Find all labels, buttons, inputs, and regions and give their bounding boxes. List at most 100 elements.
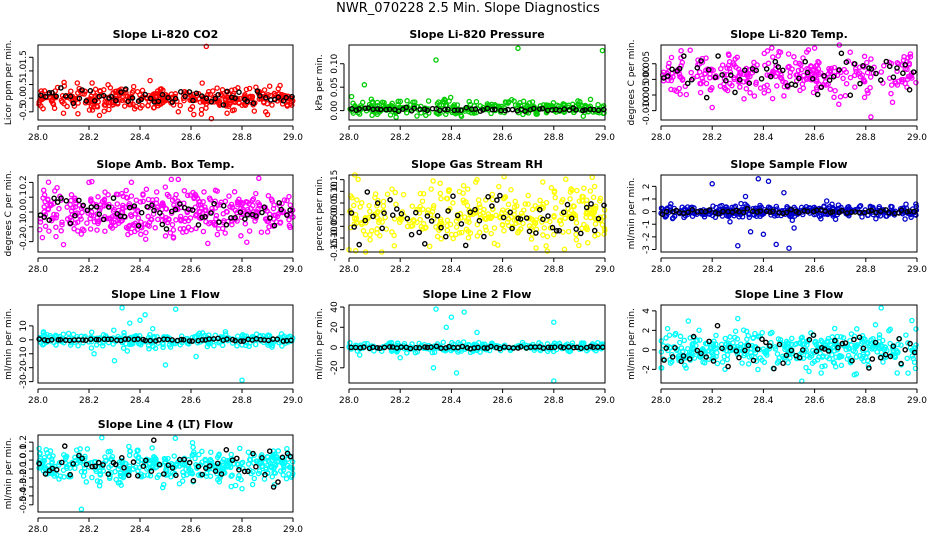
data-point: [464, 186, 471, 192]
overlay-point: [424, 107, 431, 114]
data-point: [812, 338, 819, 345]
overlay-point: [783, 352, 790, 359]
data-point: [488, 340, 495, 347]
data-point: [281, 460, 288, 466]
data-point: [865, 362, 872, 369]
x-tick-label: 28.2: [79, 396, 99, 406]
data-point: [391, 232, 397, 239]
data-point: [575, 101, 581, 107]
overlay-point: [595, 215, 602, 222]
overlay-point: [63, 197, 70, 204]
data-point: [516, 228, 522, 234]
data-point: [752, 347, 758, 353]
overlay-point: [883, 207, 889, 213]
data-point: [215, 225, 222, 232]
data-point: [811, 211, 817, 218]
data-point: [165, 455, 171, 462]
data-point: [211, 342, 217, 349]
data-point: [529, 216, 535, 222]
data-point: [190, 189, 196, 196]
overlay-point: [67, 93, 74, 100]
overlay-point: [215, 335, 221, 342]
overlay-point: [181, 456, 187, 463]
overlay-point: [70, 100, 77, 107]
data-point: [696, 69, 703, 75]
x-tick-label: 28.0: [339, 133, 359, 143]
overlay-point: [757, 208, 764, 214]
overlay-point: [106, 204, 112, 210]
data-point: [37, 219, 44, 225]
data-point: [210, 219, 217, 226]
y-tick-label: -0.005: [642, 80, 652, 109]
data-point: [437, 190, 444, 197]
data-point: [44, 450, 50, 456]
outlier-point: [111, 357, 118, 364]
data-point: [588, 207, 594, 213]
overlay-point: [250, 100, 257, 106]
overlay-point: [780, 360, 786, 367]
overlay-point: [266, 448, 273, 455]
overlay-point: [710, 358, 717, 364]
x-tick-label: 28.6: [181, 525, 201, 535]
overlay-point: [76, 95, 83, 102]
y-tick-label: 0.2: [19, 175, 29, 189]
overlay-point: [389, 212, 396, 218]
overlay-point: [515, 345, 521, 351]
y-tick-label: -0.2: [19, 233, 29, 251]
overlay-point: [865, 208, 872, 215]
overlay-point: [481, 345, 488, 351]
data-point: [593, 216, 599, 223]
data-point: [36, 445, 42, 452]
data-point: [803, 76, 810, 83]
overlay-point: [792, 82, 799, 88]
overlay-point: [507, 209, 514, 216]
data-point: [803, 49, 810, 55]
data-point: [791, 54, 797, 60]
data-point: [772, 344, 778, 350]
data-point: [825, 335, 832, 342]
overlay-point: [476, 217, 483, 224]
overlay-point: [159, 221, 166, 228]
data-point: [710, 203, 716, 209]
data-point: [695, 57, 701, 63]
data-point: [769, 45, 775, 51]
x-tick-label: 28.2: [702, 265, 722, 275]
x-tick-label: 28.4: [130, 525, 150, 535]
data-point: [118, 482, 124, 488]
overlay-point: [206, 463, 213, 469]
data-point: [737, 71, 744, 77]
overlay-point: [742, 67, 748, 73]
data-point: [387, 112, 394, 118]
data-point: [699, 75, 705, 82]
overlay-point: [218, 471, 225, 477]
data-point: [123, 93, 129, 99]
data-point: [68, 197, 74, 204]
data-point: [53, 212, 60, 218]
overlay-point: [560, 209, 567, 216]
plot-frame: [660, 44, 918, 121]
data-point: [747, 90, 753, 96]
data-point: [121, 103, 128, 109]
data-point: [842, 92, 849, 99]
overlay-point: [856, 334, 863, 341]
overlay-points: [661, 50, 917, 101]
overlay-point: [131, 203, 138, 209]
y-tick-label: -30: [19, 374, 29, 389]
data-point: [127, 448, 133, 454]
overlay-point: [91, 98, 98, 104]
data-point: [678, 47, 684, 54]
data-point: [286, 217, 292, 223]
overlay-point: [195, 463, 202, 470]
overlay-point: [565, 344, 572, 350]
overlay-point: [365, 105, 372, 111]
data-point: [742, 201, 748, 207]
data-point: [138, 457, 144, 463]
data-point: [414, 113, 420, 119]
data-point: [369, 112, 375, 119]
data-point: [249, 94, 256, 100]
overlay-point: [746, 80, 753, 86]
data-point: [780, 78, 786, 85]
overlay-point: [270, 484, 277, 490]
data-point: [662, 214, 669, 220]
data-point: [502, 99, 509, 105]
